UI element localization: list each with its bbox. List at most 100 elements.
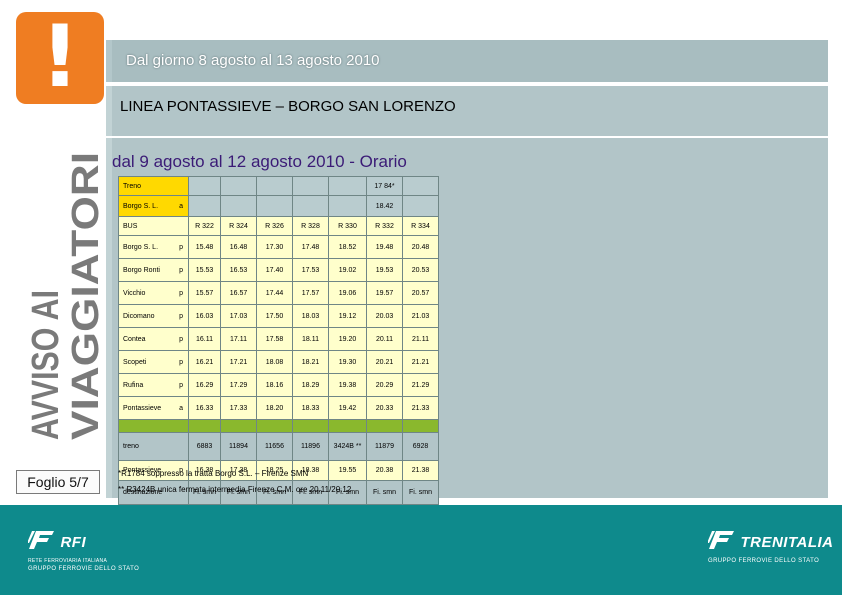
time-cell: 20.38 xyxy=(366,460,403,481)
empty-cell xyxy=(188,195,221,217)
separator-cell xyxy=(292,419,329,433)
time-cell: 19.57 xyxy=(366,281,403,305)
time-cell: 16.48 xyxy=(220,235,257,259)
time-cell: 17.33 xyxy=(220,396,257,420)
top-row: Treno 17 84* xyxy=(118,176,439,196)
time-cell: 21.21 xyxy=(402,350,439,374)
time-cell: 20.29 xyxy=(366,373,403,397)
time-cell: 18.21 xyxy=(292,350,329,374)
time-cell: 17.11 xyxy=(220,327,257,351)
time-cell: 18.03 xyxy=(292,304,329,328)
arrival-departure-flag: p xyxy=(179,243,183,251)
vertical-notice-title: AVVISO AI VIAGGIATORI xyxy=(18,146,102,444)
train-row: treno 6883 11894 11656 11896 3424B ** 11879 692… xyxy=(118,432,439,461)
stop-row: Rufina p 16.29 17.29 18.16 18.29 19.38 20.29 21.… xyxy=(118,373,439,397)
row-label: Borgo S. L. p xyxy=(118,235,189,259)
time-cell: 18.33 xyxy=(292,396,329,420)
rfi-subtitle: RETE FERROVIARIA ITALIANA xyxy=(28,558,108,564)
time-cell: 16.21 xyxy=(188,350,221,374)
time-cell: 17.21 xyxy=(220,350,257,374)
row-label: destinazione xyxy=(118,480,189,505)
arrival-departure-flag: p xyxy=(179,312,183,320)
arrival-departure-flag: p xyxy=(179,266,183,274)
empty-cell xyxy=(188,176,221,196)
time-cell: 17.03 xyxy=(220,304,257,328)
time-cell: 18.16 xyxy=(256,373,293,397)
time-cell: 20.53 xyxy=(402,258,439,282)
time-cell: 19.06 xyxy=(328,281,367,305)
stop-row: Vicchio p 15.57 16.57 17.44 17.57 19.06 19.57 20… xyxy=(118,281,439,305)
destination-row: destinazione Fi. smn Fi. smn Fi. smn Fi. smn… xyxy=(118,480,439,505)
destination-cell: Fi. smn xyxy=(402,480,439,505)
separator-cell xyxy=(328,419,367,433)
time-cell: 19.02 xyxy=(328,258,367,282)
exclamation-icon: ! xyxy=(40,7,80,107)
destination-cell: Fi. smn xyxy=(292,480,329,505)
row-label: Borgo Ronti p xyxy=(118,258,189,282)
separator-cell xyxy=(256,419,293,433)
time-cell: 16.11 xyxy=(188,327,221,351)
time-cell: 16.53 xyxy=(220,258,257,282)
head-cell xyxy=(220,176,257,196)
vertical-notice-line1: AVVISO AI xyxy=(25,290,67,440)
row-label-text: Scopeti xyxy=(123,358,147,366)
row-label-text: BUS xyxy=(123,222,138,230)
time-cell: 17.57 xyxy=(292,281,329,305)
time-cell: 21.11 xyxy=(402,327,439,351)
time-cell: 20.48 xyxy=(402,235,439,259)
head-cell: 17 84* xyxy=(366,176,403,196)
row-label: Pontassieve a xyxy=(118,396,189,420)
time-cell: 21.38 xyxy=(402,460,439,481)
rfi-name: RFI xyxy=(60,534,87,551)
time-cell: 20.03 xyxy=(366,304,403,328)
time-cell: 17.29 xyxy=(220,373,257,397)
time-cell: 16.57 xyxy=(220,281,257,305)
head-cell xyxy=(256,195,293,217)
train-number-cell: 6883 xyxy=(188,432,221,461)
destination-cell: Fi. smn xyxy=(220,480,257,505)
row-label-text: Dicomano xyxy=(123,312,155,320)
time-cell: 19.20 xyxy=(328,327,367,351)
train-number-cell: 11896 xyxy=(292,432,329,461)
time-cell: 18.52 xyxy=(328,235,367,259)
time-cell: 20.57 xyxy=(402,281,439,305)
time-cell: 17.50 xyxy=(256,304,293,328)
head-cell xyxy=(328,176,367,196)
rfi-logo: RFI RETE FERROVIARIA ITALIANA GRUPPO FER… xyxy=(27,529,139,572)
head-cell: 18.42 xyxy=(366,195,403,217)
head-cell xyxy=(292,176,329,196)
separator-cell xyxy=(188,419,221,433)
time-cell: 21.33 xyxy=(402,396,439,420)
head-cell xyxy=(256,176,293,196)
bus-id-cell: R 328 xyxy=(292,216,329,236)
train-number-cell: 3424B ** xyxy=(328,432,367,461)
destination-cell: Fi. smn xyxy=(188,480,221,505)
time-cell: 17.38 xyxy=(220,460,257,481)
footnote-2: ** R3424B unica fermata intermedia Firen… xyxy=(118,485,352,494)
time-cell: 19.42 xyxy=(328,396,367,420)
bus-row: BUS R 322 R 324 R 326 R 328 R 330 R 332 R 334 xyxy=(118,216,439,236)
time-cell: 19.53 xyxy=(366,258,403,282)
row-label-text: treno xyxy=(123,443,139,450)
schedule-subtitle: dal 9 agosto al 12 agosto 2010 - Orario xyxy=(112,152,407,171)
separator-cell xyxy=(220,419,257,433)
time-cell: 16.33 xyxy=(188,396,221,420)
period-text: Dal giorno 8 agosto al 13 agosto 2010 xyxy=(126,52,380,69)
fs-logo-icon xyxy=(707,529,736,556)
row-label-text: Rufina xyxy=(123,381,144,389)
arrival-departure-flag: a xyxy=(179,404,183,412)
stop-row: Dicomano p 16.03 17.03 17.50 18.03 19.12 20.03 2… xyxy=(118,304,439,328)
bus-id-cell: R 326 xyxy=(256,216,293,236)
head-cell xyxy=(220,195,257,217)
line-title: LINEA PONTASSIEVE – BORGO SAN LORENZO xyxy=(120,98,456,115)
train-number-cell: 11656 xyxy=(256,432,293,461)
time-cell: 19.48 xyxy=(366,235,403,259)
stop-row: Borgo Ronti p 15.53 16.53 17.40 17.53 19.02 19.… xyxy=(118,258,439,282)
time-cell: 16.29 xyxy=(188,373,221,397)
time-cell: 17.30 xyxy=(256,235,293,259)
separator-row xyxy=(118,419,439,433)
head-cell xyxy=(402,176,439,196)
time-cell: 19.55 xyxy=(328,460,367,481)
head-cell xyxy=(292,195,329,217)
row-label-text: Borgo S. L. xyxy=(123,243,159,251)
